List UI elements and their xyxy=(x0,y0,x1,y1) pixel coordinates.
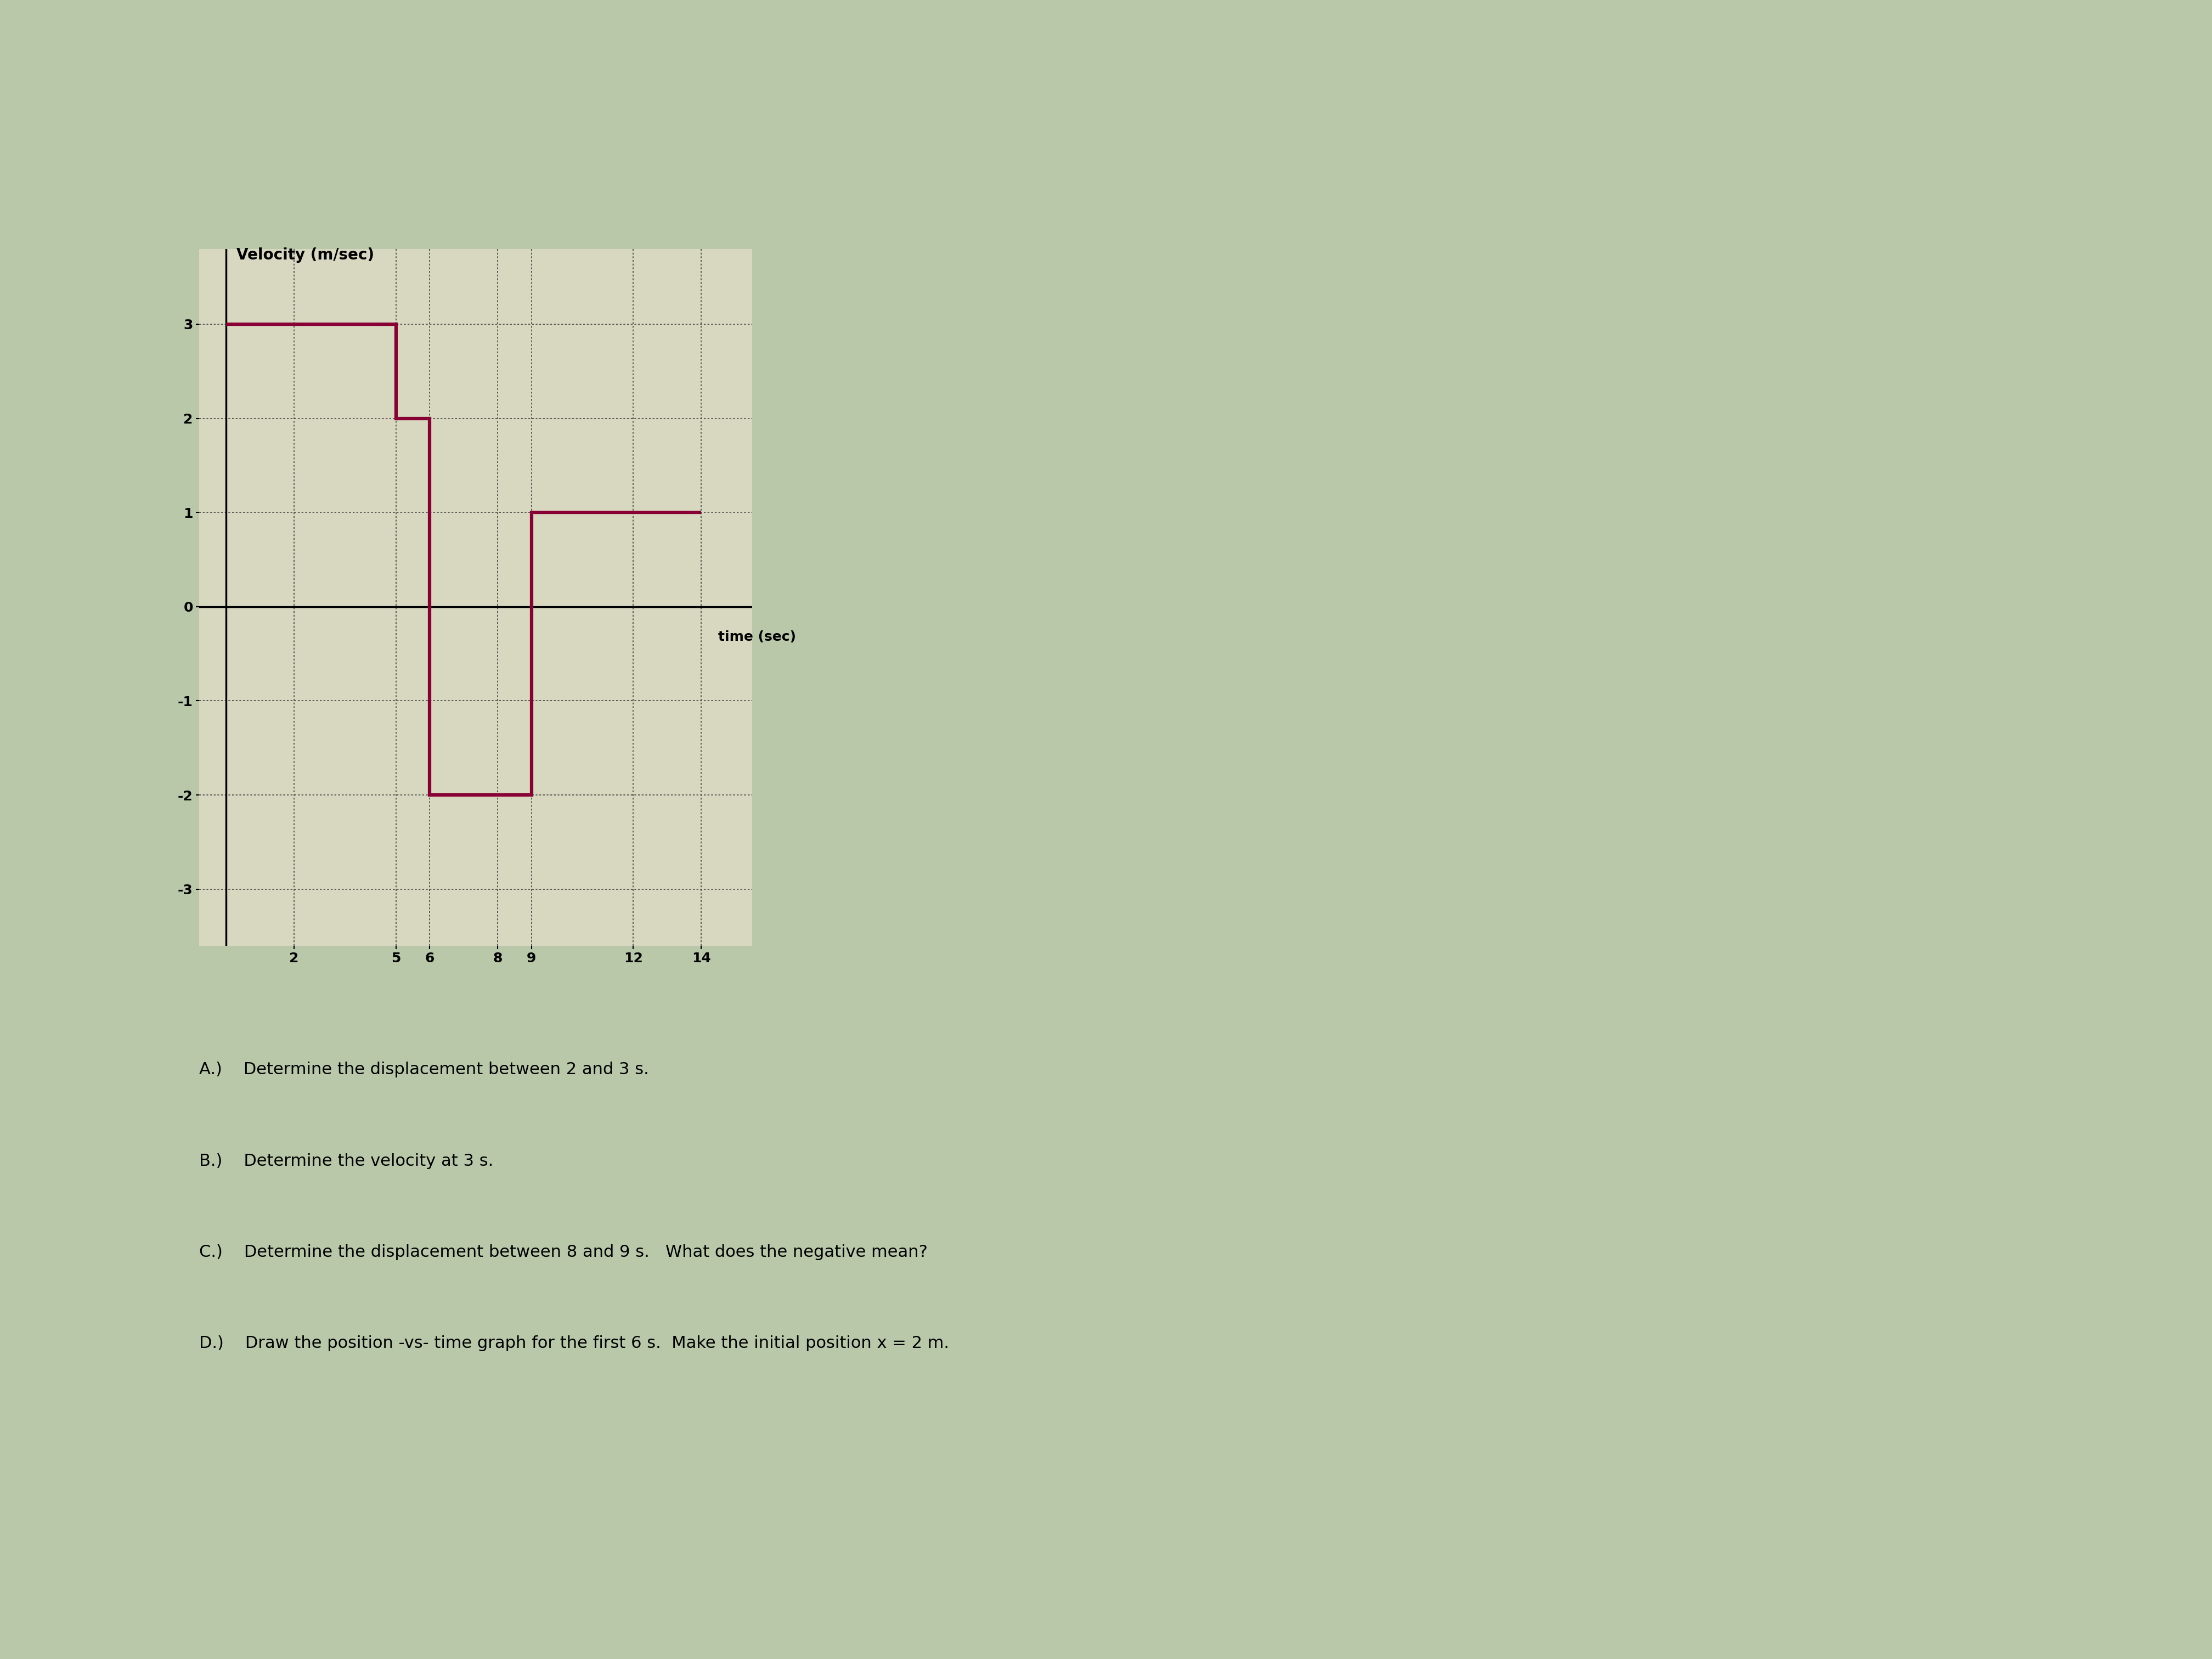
Text: C.)    Determine the displacement between 8 and 9 s.   What does the negative me: C.) Determine the displacement between 8… xyxy=(199,1244,927,1261)
Text: A.)    Determine the displacement between 2 and 3 s.: A.) Determine the displacement between 2… xyxy=(199,1062,648,1078)
Text: D.)    Draw the position -vs- time graph for the first 6 s.  Make the initial po: D.) Draw the position -vs- time graph fo… xyxy=(199,1335,949,1352)
Text: B.)    Determine the velocity at 3 s.: B.) Determine the velocity at 3 s. xyxy=(199,1153,493,1170)
Text: Velocity (m/sec): Velocity (m/sec) xyxy=(237,247,374,264)
Text: time (sec): time (sec) xyxy=(719,630,796,644)
